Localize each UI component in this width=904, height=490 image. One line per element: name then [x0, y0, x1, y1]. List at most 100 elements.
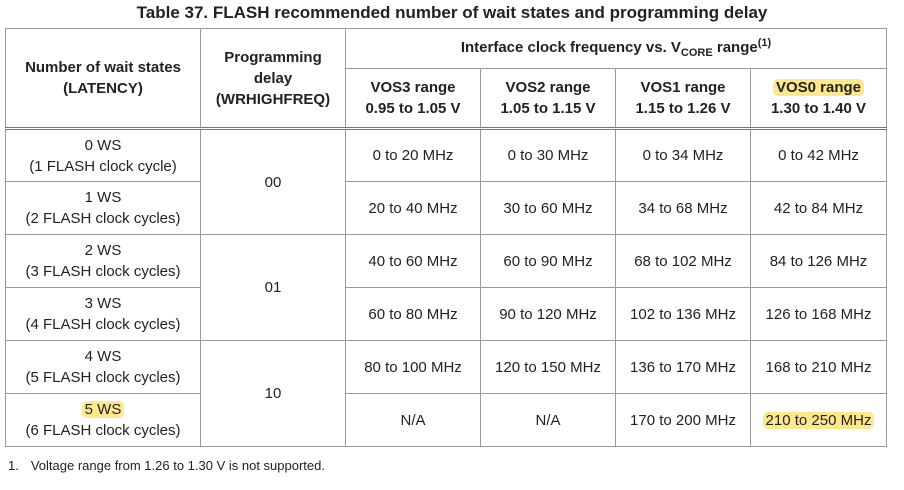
- frequency-cell: 0 to 20 MHz: [345, 128, 481, 182]
- delay-header: Programming delay (WRHIGHFREQ): [200, 28, 346, 130]
- frequency: 20 to 40 MHz: [368, 199, 458, 217]
- range-voltage: 1.05 to 1.15 V: [500, 100, 596, 117]
- delay-cell: 10: [200, 340, 346, 447]
- header-line: Programming: [224, 48, 322, 66]
- frequency-cell: 168 to 210 MHz: [750, 340, 887, 394]
- frequency: 42 to 84 MHz: [773, 199, 864, 217]
- table-row: 4 WS (5 FLASH clock cycles) 10 80 to 100 MH…: [5, 340, 887, 447]
- frequency: 84 to 126 MHz: [769, 252, 868, 270]
- frequency: 136 to 170 MHz: [630, 358, 736, 376]
- line: 3 WS: [8, 293, 198, 314]
- frequency-cell: 40 to 60 MHz: [345, 234, 481, 288]
- frequency: 120 to 150 MHz: [495, 358, 601, 376]
- table-row: 0 WS (1 FLASH clock cycle) 00 0 to 20 MHz 0 …: [5, 128, 887, 235]
- frequency: 90 to 120 MHz: [499, 305, 597, 323]
- header-line: (LATENCY): [63, 80, 143, 97]
- wait-state-table: Number of wait states (LATENCY) Programmi…: [5, 28, 887, 447]
- frequency-cell: 210 to 250 MHz: [750, 393, 887, 447]
- wait-states: 1 WS: [84, 189, 122, 206]
- header-line: Number of wait states: [25, 59, 181, 76]
- frequency: 0 to 20 MHz: [372, 147, 454, 164]
- line: VOS1 range: [618, 77, 748, 98]
- frequency-cell: 34 to 68 MHz: [615, 181, 751, 235]
- latency-cell: 2 WS (3 FLASH clock cycles): [5, 234, 201, 288]
- header-line: (WRHIGHFREQ): [215, 90, 331, 108]
- frequency: 60 to 90 MHz: [503, 252, 593, 270]
- frequency: 0 to 30 MHz: [507, 147, 589, 164]
- frequency-cell: 20 to 40 MHz: [345, 181, 481, 235]
- frequency-cell: 60 to 80 MHz: [345, 287, 481, 341]
- frequency-cell: 80 to 100 MHz: [345, 340, 481, 394]
- latency-cell: 1 WS (2 FLASH clock cycles): [5, 181, 201, 235]
- table-row: 2 WS (3 FLASH clock cycles) 01 40 to 60 MHz…: [5, 234, 887, 341]
- line: 1 WS: [8, 187, 198, 208]
- frequency: 0 to 42 MHz: [778, 147, 859, 164]
- frequency-cell: 90 to 120 MHz: [480, 287, 616, 341]
- wait-states: 5 WS: [81, 401, 125, 418]
- clock-cycles: (3 FLASH clock cycles): [25, 263, 181, 280]
- wait-states: 0 WS: [84, 136, 122, 154]
- delay-cell: 00: [200, 128, 346, 235]
- range-name: VOS3 range: [370, 79, 456, 96]
- clock-cycles: (5 FLASH clock cycles): [25, 369, 181, 386]
- frequency-cell: 42 to 84 MHz: [750, 181, 887, 235]
- frequency-cell: 0 to 30 MHz: [480, 128, 616, 182]
- frequency-cell: N/A: [480, 393, 616, 447]
- latency-cell: 3 WS (4 FLASH clock cycles): [5, 287, 201, 341]
- footnote: 1. Voltage range from 1.26 to 1.30 V is n…: [8, 458, 325, 473]
- wait-states: 2 WS: [84, 242, 122, 259]
- latency-cell: 4 WS (5 FLASH clock cycles): [5, 340, 201, 394]
- frequency-cell: 68 to 102 MHz: [615, 234, 751, 288]
- table-row: 5 WS (6 FLASH clock cycles) N/A N/A 170 to 2…: [5, 393, 887, 447]
- range-voltage: 1.15 to 1.26 V: [635, 100, 731, 117]
- frequency-cell: 170 to 200 MHz: [615, 393, 751, 447]
- clock-cycles: (4 FLASH clock cycles): [25, 316, 181, 333]
- frequency-cell: 126 to 168 MHz: [750, 287, 887, 341]
- table-row: 3 WS (4 FLASH clock cycles) 60 to 80 MHz 90…: [5, 287, 887, 341]
- frequency: 30 to 60 MHz: [503, 199, 593, 217]
- frequency: 126 to 168 MHz: [765, 305, 872, 323]
- frequency: 168 to 210 MHz: [765, 358, 872, 376]
- latency-cell: 5 WS (6 FLASH clock cycles): [5, 393, 201, 447]
- range-header: VOS0 range 1.30 to 1.40 V: [750, 68, 887, 130]
- group-header: Interface clock frequency vs. VCORE rang…: [345, 28, 887, 69]
- frequency: 0 to 34 MHz: [642, 147, 724, 164]
- frequency: 210 to 250 MHz: [762, 411, 875, 429]
- frequency: N/A: [400, 411, 426, 429]
- range-name: VOS0 range: [772, 79, 865, 96]
- clock-cycles: (2 FLASH clock cycles): [25, 210, 181, 227]
- footnote-number: 1.: [8, 458, 19, 473]
- frequency-cell: 0 to 42 MHz: [750, 128, 887, 182]
- range-voltage: 0.95 to 1.05 V: [365, 100, 461, 117]
- range-header: VOS3 range 0.95 to 1.05 V: [345, 68, 481, 130]
- frequency-cell: 0 to 34 MHz: [615, 128, 751, 182]
- footnote-text: Voltage range from 1.26 to 1.30 V is not…: [30, 458, 325, 473]
- frequency: 102 to 136 MHz: [630, 305, 736, 323]
- group-tail: range: [712, 39, 758, 56]
- frequency: 34 to 68 MHz: [638, 199, 728, 217]
- line: VOS0 range: [753, 77, 884, 98]
- line: VOS3 range: [348, 77, 478, 98]
- range-name: VOS1 range: [640, 79, 726, 96]
- line: VOS2 range: [483, 77, 613, 98]
- range-voltage: 1.30 to 1.40 V: [770, 100, 867, 117]
- line: 2 WS: [8, 240, 198, 261]
- frequency: 60 to 80 MHz: [368, 305, 458, 323]
- frequency: N/A: [535, 411, 561, 429]
- frequency-cell: N/A: [345, 393, 481, 447]
- frequency: 40 to 60 MHz: [368, 252, 458, 270]
- frequency-cell: 84 to 126 MHz: [750, 234, 887, 288]
- table-row: 1 WS (2 FLASH clock cycles) 20 to 40 MHz 30…: [5, 181, 887, 235]
- latency-cell: 0 WS (1 FLASH clock cycle): [5, 128, 201, 182]
- line: 5 WS: [8, 399, 198, 420]
- footnote-ref: (1): [757, 37, 772, 49]
- frequency-cell: 102 to 136 MHz: [615, 287, 751, 341]
- range-header: VOS1 range 1.15 to 1.26 V: [615, 68, 751, 130]
- line: 0 WS: [8, 135, 198, 156]
- frequency-cell: 30 to 60 MHz: [480, 181, 616, 235]
- delay-cell: 01: [200, 234, 346, 341]
- clock-cycles: (1 FLASH clock cycle): [29, 157, 177, 175]
- frequency: 170 to 200 MHz: [630, 411, 736, 429]
- frequency: 80 to 100 MHz: [364, 358, 462, 376]
